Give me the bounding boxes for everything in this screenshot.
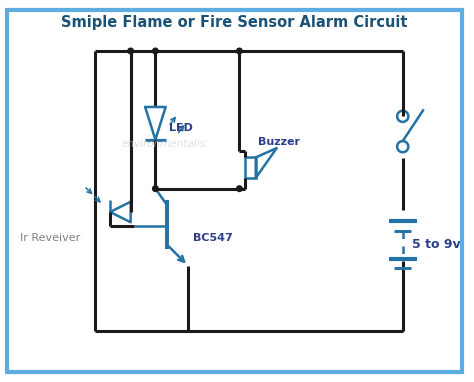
Text: LED: LED <box>169 123 193 133</box>
Circle shape <box>237 186 242 191</box>
Circle shape <box>128 48 134 54</box>
Text: Ir Reveiver: Ir Reveiver <box>20 233 80 243</box>
Circle shape <box>153 48 158 54</box>
Text: BC547: BC547 <box>193 233 232 243</box>
Circle shape <box>153 186 158 191</box>
Circle shape <box>237 48 242 54</box>
Text: Smiple Flame or Fire Sensor Alarm Circuit: Smiple Flame or Fire Sensor Alarm Circui… <box>62 16 408 31</box>
Text: Buzzer: Buzzer <box>258 137 300 147</box>
Bar <box>246 157 256 178</box>
Text: 5 to 9v: 5 to 9v <box>412 238 461 251</box>
Text: environmentalis.: environmentalis. <box>121 139 209 149</box>
